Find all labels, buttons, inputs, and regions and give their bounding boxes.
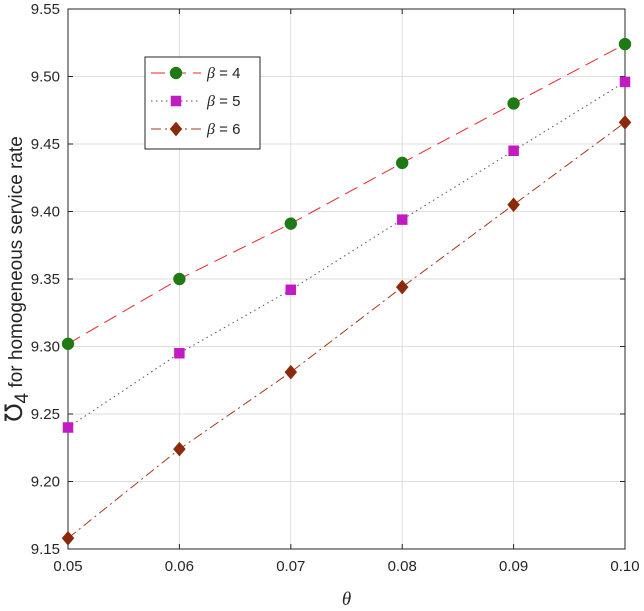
x-tick-label: 0.08 [388, 558, 417, 575]
legend-beta-symbol: β [206, 121, 215, 138]
data-point-square [619, 76, 631, 88]
legend-item: β = 6 [151, 121, 240, 138]
series-3 [61, 115, 632, 546]
data-point-diamond [618, 115, 632, 130]
y-tick-label: 9.35 [31, 271, 60, 288]
legend: β = 4β = 5β = 6 [144, 56, 261, 150]
data-point-diamond [173, 441, 186, 457]
y-axis-text: for homogeneous service rate [6, 136, 27, 393]
x-tick-label: 0.05 [53, 558, 82, 575]
data-point-square [62, 422, 74, 433]
y-axis-symbol: Ʊ [0, 403, 28, 421]
legend-label: β = 6 [206, 121, 240, 138]
data-point-circle [507, 97, 520, 110]
legend-label: β = 5 [206, 93, 240, 110]
series-line [67, 121, 626, 539]
series-group [61, 37, 632, 546]
legend-beta-symbol: β [206, 93, 215, 110]
series-1 [61, 37, 632, 351]
y-tick-label: 9.20 [31, 474, 60, 491]
legend-marker-circle [169, 66, 183, 80]
x-axis-label: θ [342, 589, 351, 610]
y-tick-label: 9.25 [31, 406, 60, 423]
legend-marker-diamond [169, 121, 183, 137]
y-tick-label: 9.55 [31, 1, 60, 18]
data-point-diamond [61, 530, 75, 546]
data-point-circle [618, 37, 632, 51]
legend-item: β = 5 [151, 93, 240, 110]
y-tick-label: 9.45 [31, 136, 60, 153]
data-point-circle [61, 337, 75, 351]
data-point-square [285, 284, 297, 296]
data-point-diamond [284, 364, 298, 380]
x-tick-label: 0.09 [499, 558, 528, 575]
x-tick-label: 0.06 [165, 558, 194, 575]
x-tick-label: 0.07 [276, 558, 305, 575]
y-axis-label: Ʊ4 for homogeneous service rate [0, 136, 33, 422]
data-point-square [396, 214, 408, 225]
data-point-square [508, 145, 519, 156]
data-point-circle [395, 156, 409, 170]
y-tick-label: 9.50 [31, 69, 60, 86]
data-point-diamond [395, 279, 409, 295]
data-point-square [174, 348, 185, 359]
data-point-circle [173, 272, 186, 286]
series-2 [62, 76, 631, 433]
x-axis-ticks: 0.05 0.06 0.07 0.08 0.09 0.10 [53, 9, 640, 575]
legend-value: = 5 [215, 93, 240, 110]
y-tick-label: 9.15 [31, 541, 60, 558]
series-line [67, 43, 626, 345]
x-tick-label: 0.10 [610, 558, 639, 575]
legend-items: β = 4β = 5β = 6 [151, 65, 240, 138]
legend-beta-symbol: β [206, 65, 215, 82]
legend-box [144, 56, 261, 150]
y-tick-label: 9.40 [31, 204, 60, 221]
data-point-circle [284, 217, 298, 230]
y-tick-label: 9.30 [31, 339, 60, 356]
legend-marker-square [170, 95, 182, 107]
y-axis-subscript: 4 [12, 392, 33, 403]
y-axis-ticks: 9.15 9.20 9.25 9.30 9.35 9.40 9.45 9.50 9.55 [31, 1, 625, 558]
legend-label: β = 4 [206, 65, 240, 82]
data-point-diamond [507, 197, 520, 213]
legend-value: = 6 [215, 121, 240, 138]
legend-value: = 4 [215, 65, 240, 82]
legend-item: β = 4 [151, 65, 240, 82]
